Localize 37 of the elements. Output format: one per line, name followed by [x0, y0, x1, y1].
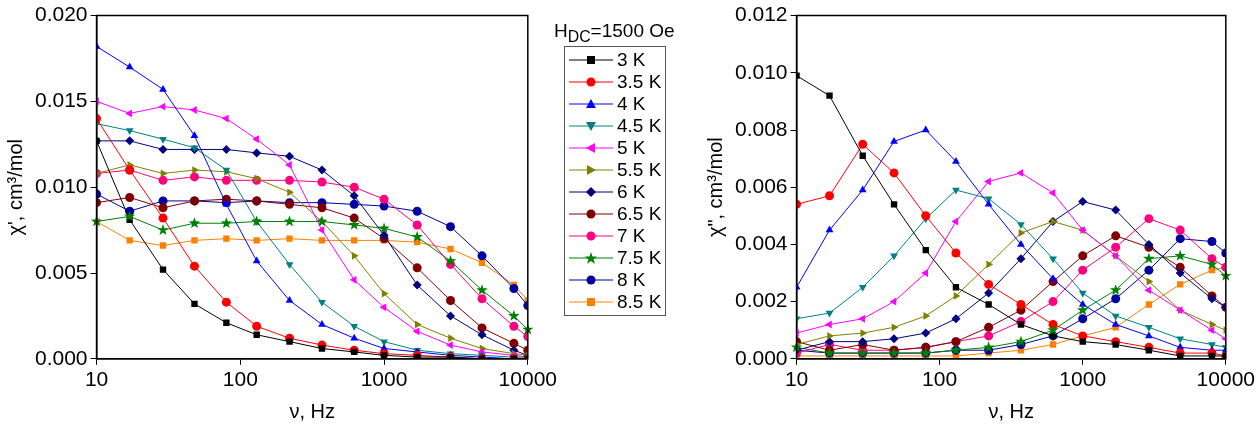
legend-label: 6 K	[617, 180, 646, 203]
x-axis-title: ν, Hz	[988, 399, 1034, 422]
x-tick-label: 1000	[360, 367, 408, 391]
y-tick-label: 0.000	[34, 345, 88, 369]
x-tick-label: 10	[84, 367, 109, 391]
x-tick-label: 100	[922, 367, 958, 391]
y-tick-label: 0.010	[734, 59, 788, 83]
legend-label: 3.5 K	[617, 70, 662, 93]
y-tick-label: 0.005	[34, 259, 88, 283]
y-axis-title: χ", cm³/mol	[703, 137, 726, 238]
x-axis-title: ν, Hz	[289, 399, 335, 422]
x-tick-label: 10000	[498, 367, 558, 391]
y-tick-label: 0.012	[734, 2, 788, 26]
legend-label: 3 K	[617, 48, 646, 71]
legend-label: 8.5 K	[617, 290, 662, 313]
y-tick-label: 0.020	[34, 2, 88, 26]
x-tick-label: 1000	[1059, 367, 1107, 391]
legend-label: 4 K	[617, 92, 646, 115]
legend-label: 5 K	[617, 136, 646, 159]
y-tick-label: 0.015	[34, 88, 88, 112]
x-tick-label: 10000	[1196, 367, 1256, 391]
legend-label: 5.5 K	[617, 158, 662, 181]
y-tick-label: 0.004	[734, 231, 788, 255]
x-tick-label: 100	[222, 367, 258, 391]
y-tick-label: 0.000	[734, 345, 788, 369]
legend-label: 4.5 K	[617, 114, 662, 137]
legend-label: 6.5 K	[617, 202, 662, 225]
x-tick-label: 10	[784, 367, 809, 391]
y-tick-label: 0.002	[734, 288, 788, 312]
y-tick-label: 0.008	[734, 116, 788, 140]
legend-label: 7.5 K	[617, 246, 662, 269]
legend-label: 7 K	[617, 224, 646, 247]
legend-label: 8 K	[617, 268, 646, 291]
y-tick-label: 0.010	[34, 174, 88, 197]
legend-title: H$_{DC}$=1500 Oe	[554, 20, 676, 46]
y-tick-label: 0.006	[734, 174, 788, 197]
y-axis-title: χ', cm³/mol	[3, 138, 26, 236]
